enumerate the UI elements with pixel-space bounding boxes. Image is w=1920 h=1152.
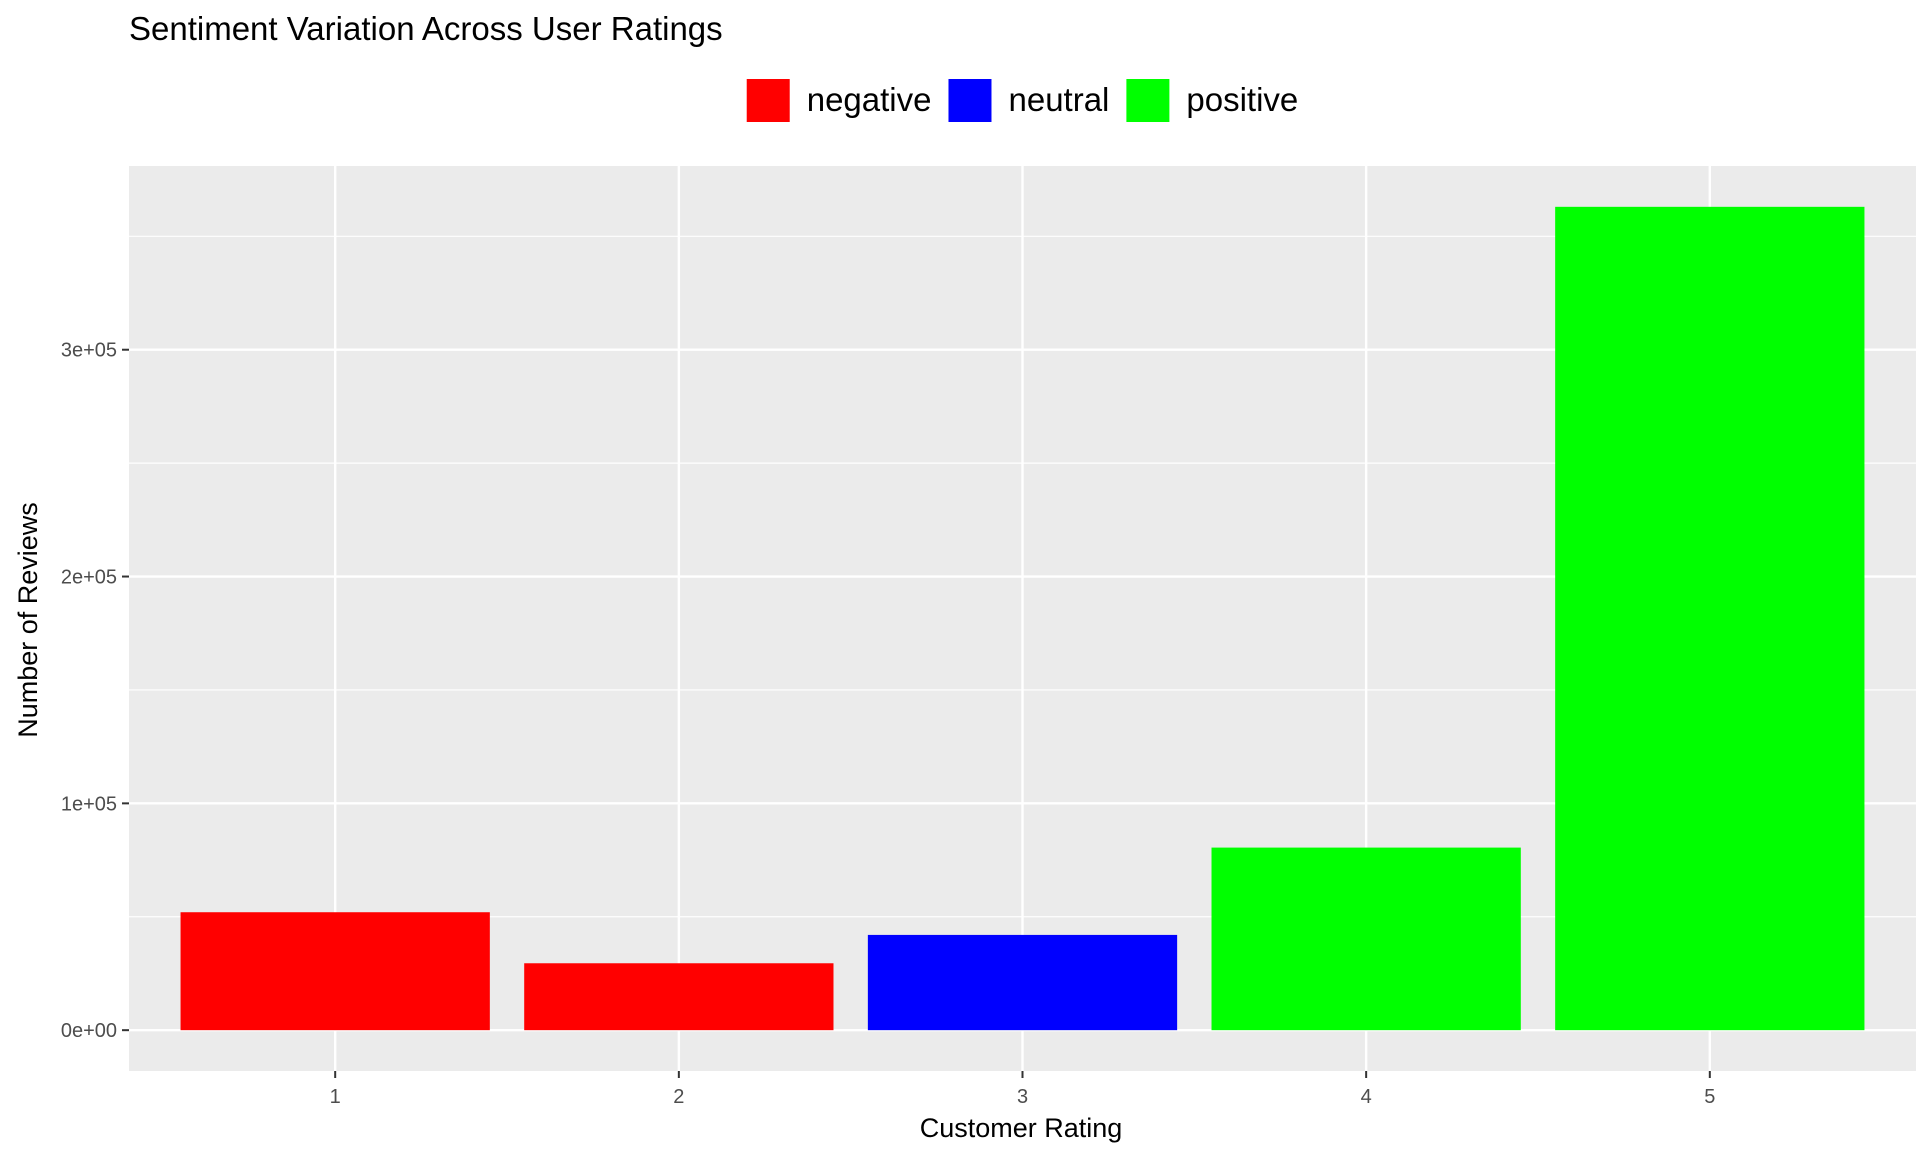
legend-label-positive: positive: [1186, 81, 1298, 118]
bar-rating-2: [524, 963, 834, 1031]
y-axis-title: Number of Reviews: [13, 502, 43, 738]
y-tick-label: 0e+00: [61, 1020, 117, 1042]
x-tick-label: 4: [1361, 1086, 1372, 1108]
legend-label-negative: negative: [807, 81, 932, 118]
x-tick-label: 3: [1017, 1086, 1028, 1108]
legend-label-neutral: neutral: [1008, 81, 1109, 118]
x-tick-label: 2: [673, 1086, 684, 1108]
chart-title: Sentiment Variation Across User Ratings: [129, 10, 723, 47]
y-tick-label: 3e+05: [61, 340, 117, 362]
legend-key-negative: [746, 79, 790, 122]
bar-rating-4: [1211, 847, 1521, 1031]
x-tick-label: 1: [330, 1086, 341, 1108]
legend-key-neutral: [948, 79, 992, 122]
x-tick-label: 5: [1704, 1086, 1715, 1108]
y-tick-label: 2e+05: [61, 567, 117, 589]
x-axis: 1 2 3 4 5: [330, 1071, 1715, 1108]
x-axis-title: Customer Rating: [920, 1113, 1123, 1143]
y-axis: 0e+00 1e+05 2e+05 3e+05: [61, 340, 129, 1042]
legend-key-positive: [1126, 79, 1170, 122]
legend: negative neutral positive: [746, 79, 1298, 122]
y-tick-label: 1e+05: [61, 793, 117, 815]
bar-rating-3: [867, 934, 1178, 1031]
bar-rating-1: [180, 912, 490, 1031]
bar-rating-5: [1555, 206, 1865, 1031]
bars: [180, 206, 1865, 1031]
